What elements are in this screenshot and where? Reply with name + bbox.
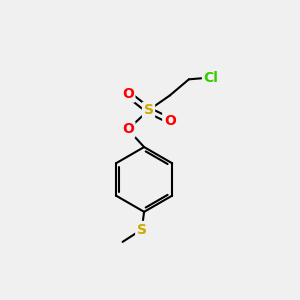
Text: O: O: [122, 87, 134, 101]
Text: O: O: [164, 114, 176, 128]
Text: S: S: [143, 103, 154, 117]
Text: S: S: [137, 223, 147, 236]
Text: Cl: Cl: [203, 71, 218, 85]
Text: O: O: [122, 122, 134, 136]
